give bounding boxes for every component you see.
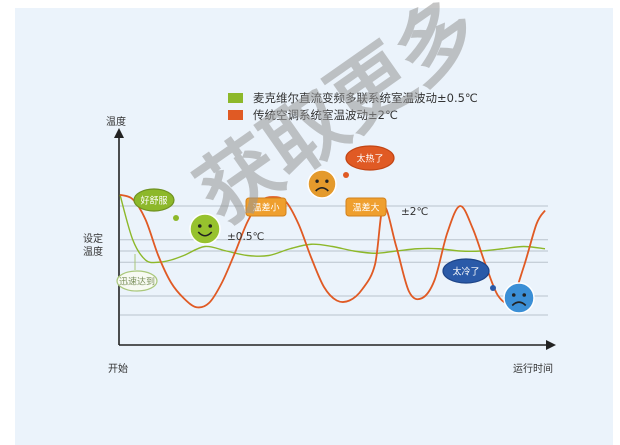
- green-band-note: ±0.5℃: [227, 231, 265, 243]
- x-axis-label: 运行时间: [513, 364, 553, 375]
- y-axis-label: 温度: [106, 117, 126, 128]
- series-line-traditional: [119, 193, 546, 309]
- legend-label: 传统空调系统室温波动±2℃: [253, 108, 398, 122]
- too-hot-bubble: [345, 145, 395, 171]
- x-axis-arrow: [546, 340, 556, 350]
- cold-face-mouth: [511, 301, 527, 307]
- x-axis-start-label: 开始: [108, 364, 128, 375]
- comfort-bubble-label: 好舒服: [140, 195, 167, 207]
- hot-face-mouth: [315, 187, 329, 192]
- chart-panel: [15, 8, 613, 445]
- comfort-dot: [173, 215, 179, 221]
- cold-face-eye: [511, 293, 516, 297]
- quick-bubble: [116, 270, 158, 292]
- happy-face-mouth: [197, 231, 213, 237]
- legend-item-traditional: 传统空调系统室温波动±2℃: [228, 107, 398, 123]
- series-layer: [119, 193, 546, 309]
- hot-face-eye: [315, 179, 319, 183]
- small-gap-tag-label: 温差小: [252, 202, 279, 214]
- too-hot-dot: [343, 172, 349, 178]
- series-line-vrv: [119, 194, 546, 264]
- happy-face: [189, 213, 221, 245]
- big-gap-tag-label: 温差大: [352, 202, 379, 214]
- cold-face: [503, 282, 535, 314]
- quick-bubble-label: 迅速达到: [119, 276, 155, 288]
- happy-face-eye: [208, 224, 213, 228]
- orange-band-note: ±2℃: [401, 206, 429, 218]
- legend-swatch-green: [228, 93, 243, 103]
- too-hot-bubble-label: 太热了: [356, 153, 383, 165]
- legend-swatch-orange: [228, 110, 243, 120]
- y-axis-arrow: [114, 128, 124, 138]
- big-gap-tag: [345, 197, 387, 217]
- hot-face-eye: [325, 179, 329, 183]
- too-cold-bubble: [442, 258, 490, 284]
- legend-label: 麦克维尔直流变频多联系统室温波动±0.5℃: [253, 91, 478, 105]
- comfort-bubble: [133, 188, 175, 212]
- cold-face-eye: [522, 293, 527, 297]
- legend-item-vrv: 麦克维尔直流变频多联系统室温波动±0.5℃: [228, 90, 478, 106]
- small-gap-tag: [245, 197, 287, 217]
- too-cold-bubble-label: 太冷了: [452, 266, 479, 278]
- hot-face: [307, 169, 337, 199]
- happy-face-eye: [197, 224, 202, 228]
- chart-axes: [114, 128, 556, 350]
- too-cold-dot: [490, 285, 496, 291]
- setpoint-label: 设定 温度: [83, 234, 103, 258]
